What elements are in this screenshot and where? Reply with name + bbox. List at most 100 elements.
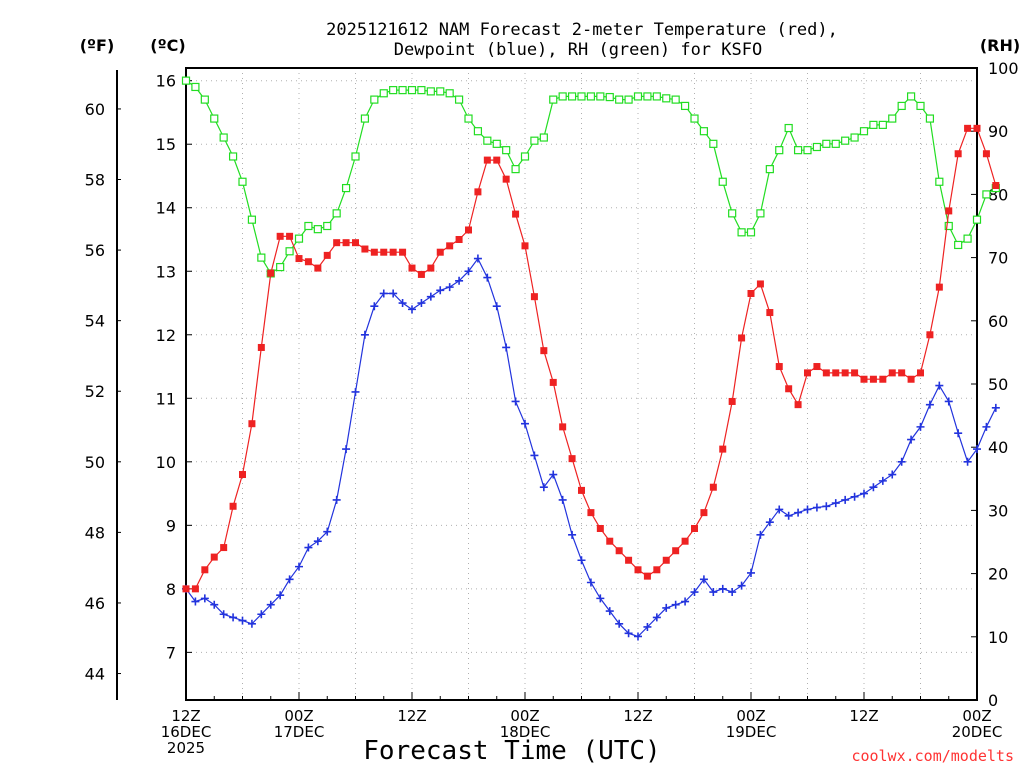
dewpoint-point (266, 600, 275, 609)
temperature-point (248, 420, 256, 428)
dewpoint-point (521, 419, 529, 428)
series-temperature-c (182, 124, 1000, 593)
temperature-point (182, 585, 190, 593)
temperature-point (323, 251, 331, 259)
rh-point (351, 152, 360, 161)
rh-point (775, 146, 784, 155)
dewpoint-point (803, 505, 812, 514)
rh-point (407, 86, 417, 95)
dewpoint-point (276, 591, 285, 600)
dewpoint-point (605, 607, 614, 616)
dewpoint-point (530, 451, 539, 460)
dewpoint-point (888, 470, 897, 479)
temperature-point (681, 537, 689, 545)
rh-point (728, 209, 737, 218)
dewpoint-point (699, 575, 708, 584)
dewpoint-point (304, 543, 313, 552)
rh-point (822, 139, 831, 148)
rh-tick-label: 10 (988, 628, 1008, 647)
rh-point (982, 190, 991, 199)
temperature-point (267, 269, 275, 277)
temperature-point (530, 293, 538, 301)
rh-tick-label: 60 (988, 312, 1008, 331)
dewpoint-point (238, 616, 247, 625)
x-tick-label: 17DEC (274, 723, 325, 741)
temperature-point (709, 483, 717, 491)
temperature-point (888, 369, 896, 377)
temperature-point (380, 248, 388, 256)
temperature-point (992, 182, 1000, 190)
rh-point (360, 114, 370, 123)
dewpoint-point (313, 537, 322, 546)
x-tick-label: 00Z (510, 707, 539, 725)
temperature-point (738, 334, 746, 342)
dewpoint-point (982, 422, 991, 431)
series-line (186, 127, 997, 590)
dewpoint-point (464, 267, 473, 276)
dewpoint-point (671, 600, 680, 609)
temperature-point (615, 547, 623, 555)
rh-point (473, 127, 483, 136)
dewpoint-point (775, 505, 784, 514)
f-tick-label: 54 (85, 312, 105, 331)
dewpoint-point (539, 483, 548, 492)
chart-title-line1: 2025121612 NAM Forecast 2-meter Temperat… (326, 20, 838, 40)
temperature-point (210, 553, 218, 561)
rh-point (963, 234, 972, 243)
rh-point (615, 95, 624, 104)
dewpoint-point (634, 632, 642, 641)
rh-point (878, 120, 887, 129)
dewpoint-point (417, 299, 426, 308)
rh-point (831, 139, 840, 148)
temperature-point (907, 375, 915, 383)
dewpoint-point (219, 610, 228, 619)
rh-point (793, 146, 803, 155)
rh-point (605, 92, 614, 102)
dewpoint-point (747, 568, 755, 577)
rh-point (247, 215, 257, 224)
temperature-point (775, 363, 783, 371)
rh-point (906, 92, 916, 101)
rh-point (567, 92, 577, 101)
x-tick-label: 19DEC (726, 723, 777, 741)
rh-point (464, 114, 473, 123)
rh-point (257, 253, 266, 262)
temperature-point (446, 242, 454, 250)
temperature-point (785, 385, 793, 393)
rh-point (285, 247, 294, 256)
temperature-point (662, 556, 670, 564)
rh-point (737, 228, 746, 237)
rh-point (869, 120, 878, 129)
temperature-point (935, 283, 943, 291)
x-tick-label: 12Z (623, 707, 652, 725)
f-tick-label: 44 (85, 665, 105, 684)
c-tick-label: 10 (156, 453, 176, 472)
rh-point (935, 177, 944, 186)
c-tick-label: 11 (156, 389, 176, 408)
rh-point (276, 262, 285, 272)
rh-point (191, 82, 200, 92)
rh-point (916, 101, 925, 111)
dewpoint-point (954, 429, 963, 438)
dewpoint-point (935, 381, 944, 390)
rh-point (417, 86, 426, 95)
temperature-point (352, 239, 359, 247)
temperature-point (191, 585, 199, 593)
dewpoint-point (436, 286, 445, 295)
dewpoint-point (718, 584, 727, 593)
rh-point (181, 76, 191, 85)
dewpoint-point (690, 588, 699, 597)
rh-point (200, 95, 209, 104)
rh-point (549, 95, 558, 104)
x-axis-title: Forecast Time (UTC) (363, 736, 660, 766)
temperature-point (286, 232, 294, 240)
x-tick-label: 16DEC (161, 723, 212, 741)
rh-point (633, 92, 643, 101)
dewpoint-point (247, 619, 256, 628)
dewpoint-point (577, 556, 586, 565)
dewpoint-point (549, 470, 558, 479)
dewpoint-point (850, 492, 859, 501)
dewpoint-point (389, 289, 398, 298)
c-tick-label: 9 (166, 516, 176, 535)
